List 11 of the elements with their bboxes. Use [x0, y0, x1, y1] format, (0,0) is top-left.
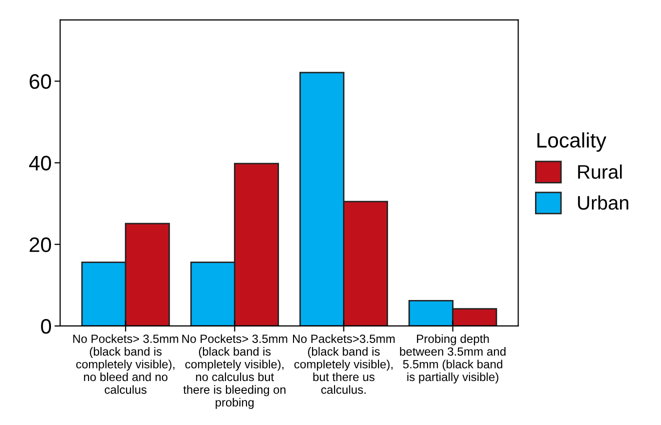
y-tick-label: 40 [29, 156, 52, 171]
y-tick-label: 0 [41, 318, 52, 334]
legend-title: Locality [537, 132, 606, 152]
legend-label: Rural [578, 164, 622, 179]
y-tick-label: 20 [30, 237, 52, 252]
y-tick-label: 60 [30, 74, 52, 89]
x-tick-label: No Pockets> 3.5mm (black band is completely visible), no calculus but there is bleeding on probing [182, 334, 288, 409]
x-tick-label: No Packets>3.5mm (black band is completely visible), but there us calculus. [293, 334, 395, 394]
legend-label: Urban [578, 195, 628, 210]
x-tick-label: No Pockets> 3.5mm (black band is completely visible), no bleed and no calculus [73, 334, 178, 394]
x-tick-label: Probing depth between 3.5mm and 5.5mm (black band is partially visible) [400, 334, 506, 384]
